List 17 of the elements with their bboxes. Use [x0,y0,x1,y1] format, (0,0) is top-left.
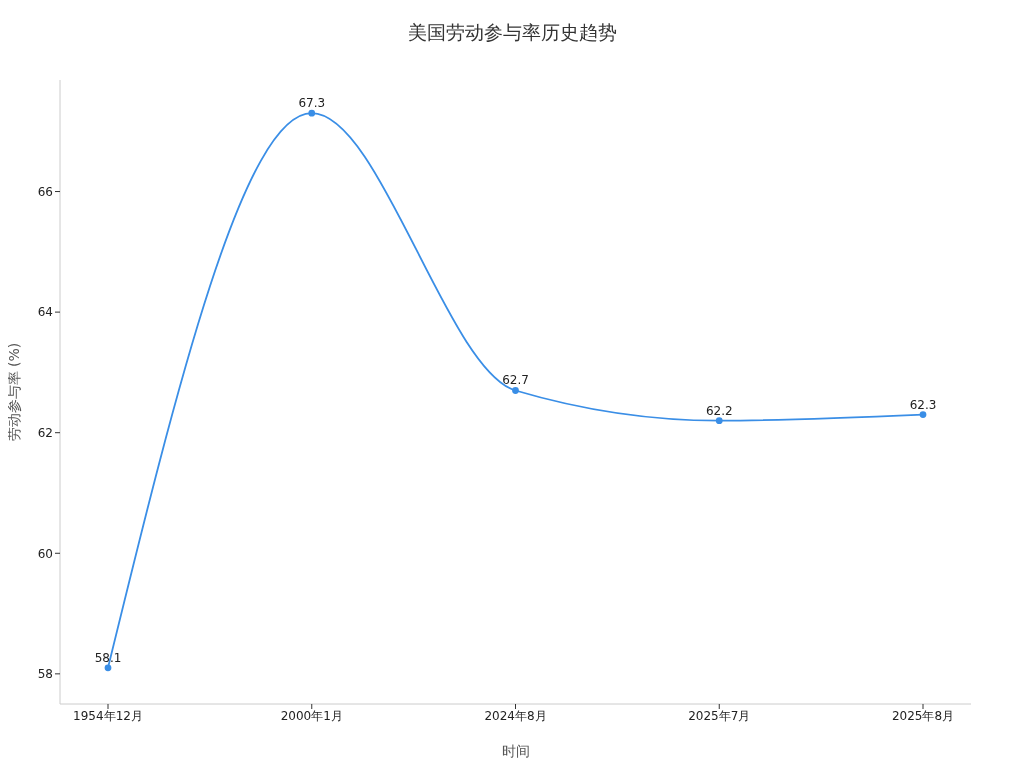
x-axis-title: 时间 [501,743,530,759]
x-tick-label: 2025年7月 [688,708,751,723]
data-label: 62.7 [502,373,529,388]
data-label: 62.3 [909,397,937,412]
x-tick-label: 1954年12月 [73,708,143,723]
chart-title: 美国劳动参与率历史趋势 [406,20,618,45]
y-tick-label: 62 [37,425,53,440]
x-tick-label: 2025年8月 [891,708,955,723]
y-tick-label: 66 [37,184,53,199]
y-tick-label: 58 [37,667,53,682]
x-tick-label: 2000年1月 [280,708,343,723]
y-axis-title: 劳动参与率 (%) [5,342,22,442]
data-label: 62.2 [705,403,733,418]
y-tick-label: 60 [37,546,53,561]
data-label: 67.3 [298,96,326,111]
x-tick-label: 2024年8月 [484,708,547,723]
y-tick-label: 64 [37,305,53,320]
